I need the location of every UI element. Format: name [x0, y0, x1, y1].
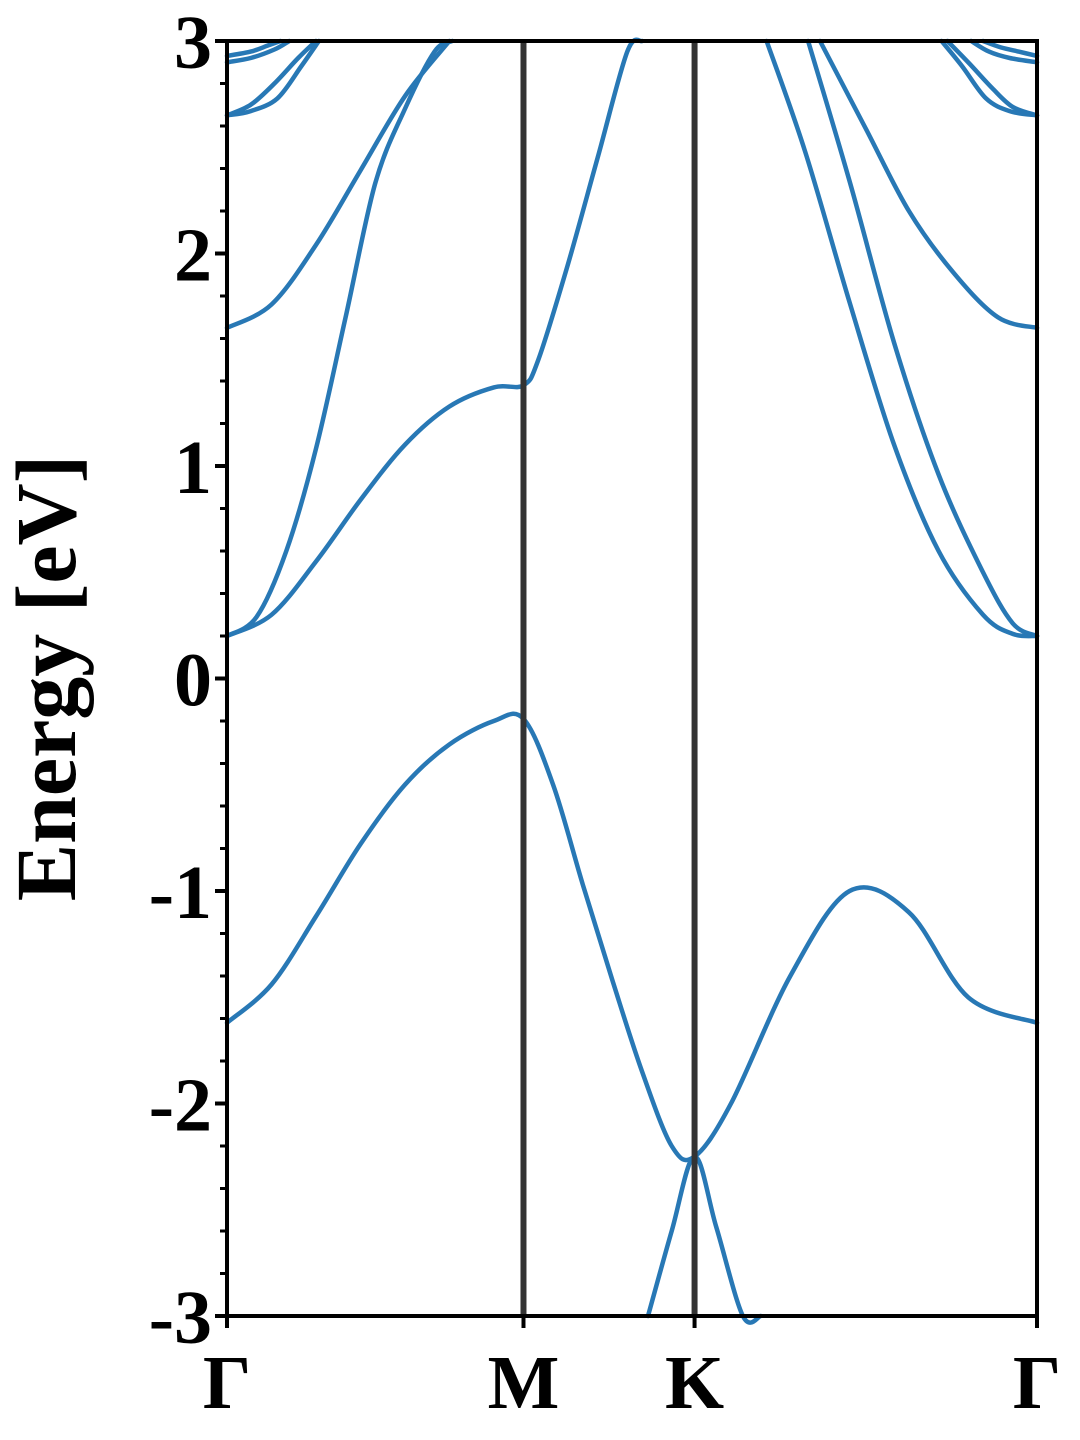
high-symmetry-dividers [520, 41, 698, 1316]
x-tick-label: K [665, 1341, 724, 1425]
y-tick-label: -3 [149, 1276, 212, 1360]
band-line [224, 711, 1040, 1163]
band-lines [224, 37, 1040, 1325]
x-tick-label: Γ [1013, 1341, 1061, 1425]
plot-frame [225, 39, 1039, 1318]
band-line [939, 38, 1040, 118]
y-tick-label: -1 [149, 851, 212, 935]
band-line [764, 38, 1040, 639]
band-line [224, 38, 292, 65]
band-line [968, 38, 1040, 65]
y-tick-label: 1 [174, 426, 212, 510]
y-tick-label: 3 [174, 1, 212, 85]
band-line [805, 38, 1040, 639]
band-line [980, 38, 1040, 59]
x-tick-label: M [488, 1341, 560, 1425]
y-tick-label: 0 [174, 639, 212, 723]
band-line [945, 38, 1040, 118]
y-tick-label: -2 [149, 1064, 212, 1148]
band-line [224, 37, 645, 639]
band-line [817, 38, 1040, 331]
y-axis-label: Energy [eV] [0, 455, 94, 902]
x-tick-label: Γ [203, 1341, 251, 1425]
band-line [224, 38, 452, 331]
band-line [224, 38, 322, 118]
band-line [645, 1154, 763, 1325]
band-line [224, 38, 455, 639]
y-tick-label: 2 [174, 214, 212, 298]
band-line [224, 38, 319, 118]
y-axis-ticks: 3 2 1 0 -1 -2 -3 [149, 1, 227, 1360]
